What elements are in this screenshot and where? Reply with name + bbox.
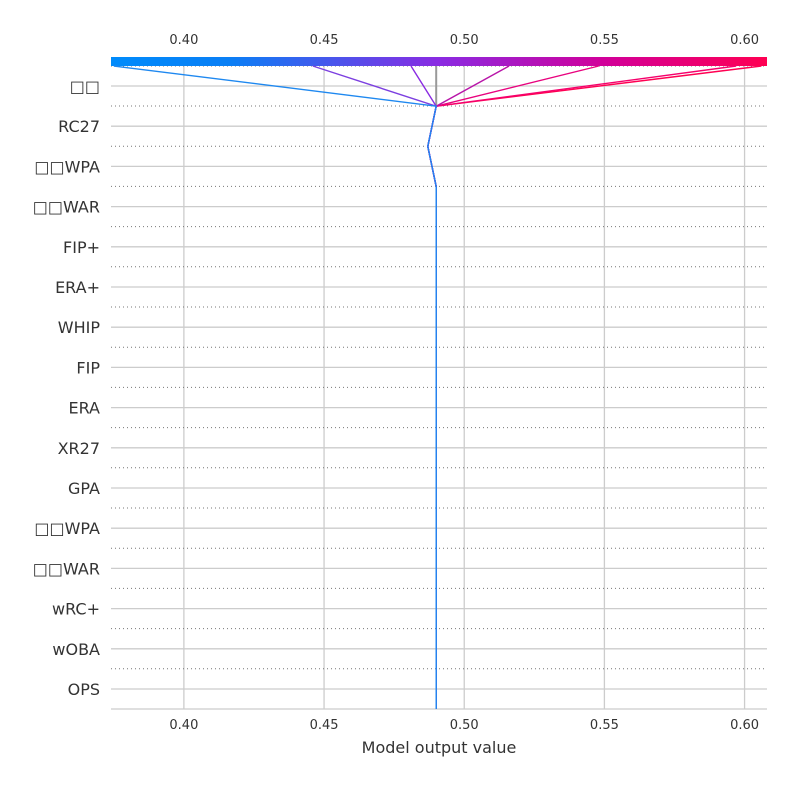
x-tick-label-bottom: 0.40 (169, 718, 198, 733)
feature-label: □□WPA (34, 519, 100, 538)
feature-label: □□ (70, 77, 100, 96)
feature-label: WHIP (58, 318, 101, 337)
feature-label: RC27 (58, 117, 100, 136)
feature-label: XR27 (58, 439, 100, 458)
feature-label: FIP (76, 358, 100, 377)
x-tick-label-bottom: 0.50 (450, 718, 479, 733)
x-tick-label-top: 0.40 (169, 33, 198, 48)
x-tick-label-top: 0.45 (310, 33, 339, 48)
feature-label: □□WAR (33, 198, 100, 217)
feature-label: ERA (68, 399, 100, 418)
decision-path (113, 65, 438, 709)
x-tick-label-top: 0.50 (450, 33, 479, 48)
x-axis-title: Model output value (362, 738, 517, 757)
feature-label: wOBA (52, 640, 100, 659)
feature-label: wRC+ (52, 600, 100, 619)
x-tick-label-bottom: 0.45 (310, 718, 339, 733)
feature-label: ERA+ (55, 278, 100, 297)
feature-label: OPS (68, 680, 100, 699)
feature-label: FIP+ (63, 238, 100, 257)
decision-path (427, 65, 737, 709)
x-tick-label-top: 0.60 (730, 33, 759, 48)
feature-label: □□WPA (34, 157, 100, 176)
colorbar (111, 57, 767, 66)
feature-label: □□WAR (33, 559, 100, 578)
x-tick-label-bottom: 0.55 (590, 718, 619, 733)
x-tick-label-top: 0.55 (590, 33, 619, 48)
decision-path (427, 65, 599, 709)
feature-label: GPA (68, 479, 100, 498)
x-tick-label-bottom: 0.60 (730, 718, 759, 733)
